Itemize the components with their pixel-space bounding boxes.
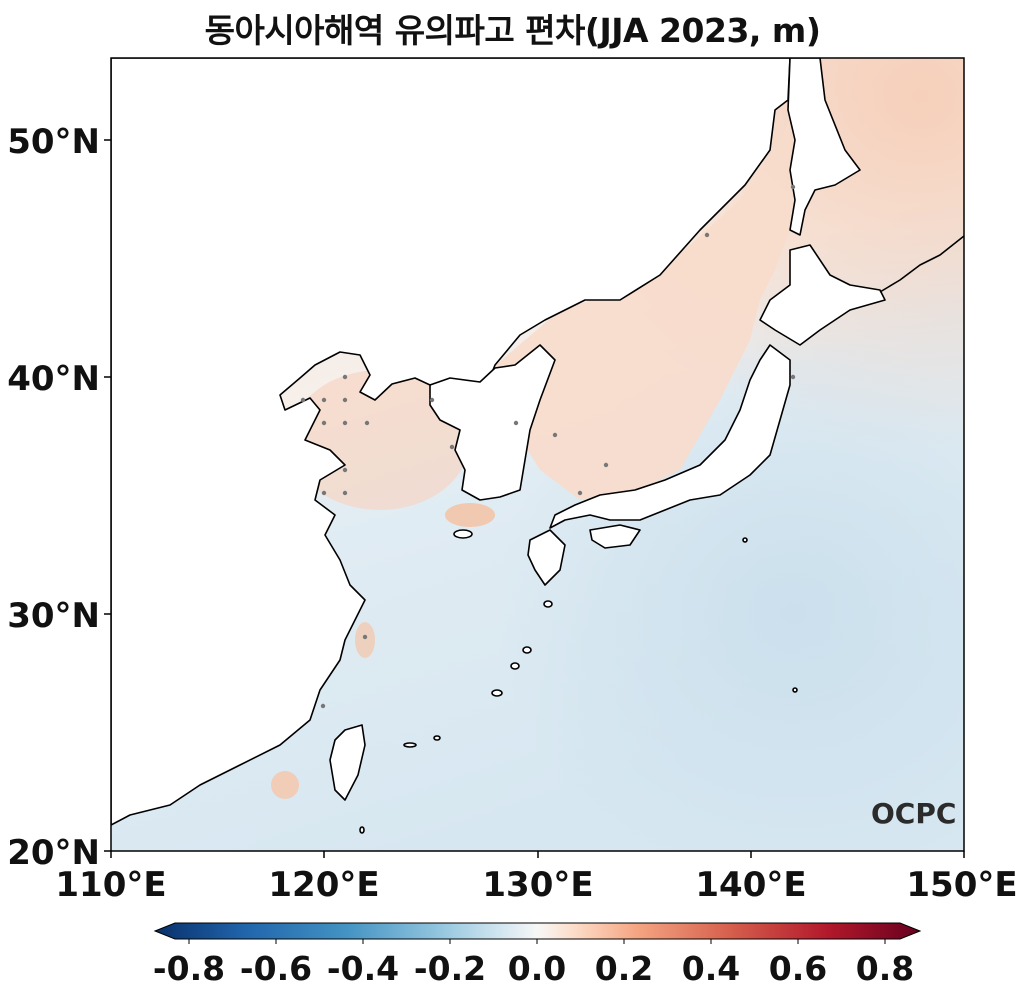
colorbar-tick-label: 0.0 [508, 949, 566, 988]
y-tick-label: 40°N [7, 359, 100, 399]
x-tick-label: 150°E [906, 865, 1017, 905]
colorbar: -0.8 -0.6 -0.4 -0.2 0.0 0.2 0.4 0.6 0.8 [153, 922, 922, 988]
y-tick-label: 20°N [7, 833, 100, 873]
y-axis: 50°N 40°N 30°N 20°N [7, 122, 111, 873]
colorbar-tick-label: -0.8 [153, 949, 225, 988]
x-axis: 110°E 120°E 130°E 140°E 150°E [55, 851, 1018, 905]
x-tick-label: 130°E [482, 865, 593, 905]
map-title: 동아시아해역 유의파고 편차(JJA 2023, m) [204, 11, 821, 50]
colorbar-tick-label: 0.4 [682, 949, 740, 988]
colorbar-tick-label: -0.6 [240, 949, 312, 988]
x-tick-label: 110°E [55, 865, 166, 905]
ocpc-logo: OCPC [871, 797, 956, 830]
x-tick-label: 120°E [268, 865, 379, 905]
colorbar-ticks [188, 939, 886, 944]
y-tick-label: 50°N [7, 122, 100, 162]
x-tick-label: 140°E [695, 865, 806, 905]
ocpc-logo-text: OCPC [871, 797, 956, 830]
station-markers [300, 184, 796, 709]
colorbar-tick-label: 0.2 [595, 949, 653, 988]
coastlines [111, 58, 964, 834]
colorbar-tick-label: 0.8 [856, 949, 914, 988]
colorbar-tick-label: 0.6 [769, 949, 827, 988]
y-tick-label: 30°N [7, 596, 100, 636]
colorbar-tick-label: -0.4 [327, 949, 399, 988]
colorbar-tick-label: -0.2 [414, 949, 486, 988]
